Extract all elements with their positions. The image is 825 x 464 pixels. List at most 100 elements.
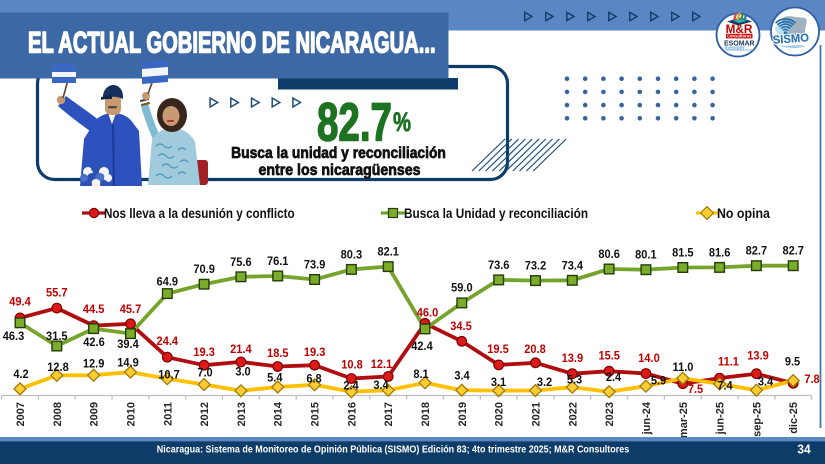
svg-text:2011: 2011	[162, 402, 174, 426]
svg-text:5.3: 5.3	[567, 374, 582, 386]
svg-text:2017: 2017	[383, 402, 395, 426]
svg-text:mar-25: mar-25	[678, 402, 690, 438]
svg-text:2014: 2014	[273, 401, 285, 426]
svg-text:dic-25: dic-25	[788, 402, 800, 434]
svg-text:82.1: 82.1	[377, 246, 399, 258]
svg-text:24.4: 24.4	[157, 336, 179, 348]
svg-text:18.5: 18.5	[267, 348, 289, 360]
svg-text:Nicaragua: Sistema de Monitore: Nicaragua: Sistema de Monitoreo de Opini…	[157, 444, 630, 456]
svg-text:sep-25: sep-25	[751, 402, 763, 437]
svg-text:2018: 2018	[420, 402, 432, 426]
svg-text:42.4: 42.4	[411, 341, 433, 353]
svg-text:5.9: 5.9	[651, 375, 666, 387]
svg-text:12.9: 12.9	[83, 358, 104, 370]
svg-text:70.9: 70.9	[193, 264, 214, 276]
svg-text:8.1: 8.1	[413, 369, 429, 381]
svg-text:13.9: 13.9	[747, 350, 768, 362]
svg-text:7.4: 7.4	[717, 380, 733, 392]
svg-text:49.4: 49.4	[9, 296, 31, 308]
svg-text:82.7: 82.7	[782, 245, 803, 257]
svg-text:ESOMAR: ESOMAR	[724, 39, 755, 47]
svg-text:EL ACTUAL GOBIERNO DE NICARAGU: EL ACTUAL GOBIERNO DE NICARAGUA...	[28, 27, 436, 60]
svg-text:6.8: 6.8	[306, 373, 322, 385]
svg-text:46.0: 46.0	[417, 307, 438, 319]
svg-text:2.4: 2.4	[343, 380, 359, 392]
svg-text:34: 34	[797, 442, 810, 456]
svg-text:3.0: 3.0	[235, 366, 250, 378]
svg-text:7.0: 7.0	[197, 367, 212, 379]
svg-text:80.1: 80.1	[635, 249, 657, 261]
svg-text:80.3: 80.3	[341, 249, 362, 261]
svg-text:59.0: 59.0	[451, 282, 472, 294]
svg-text:80.6: 80.6	[598, 249, 619, 261]
svg-text:2008: 2008	[52, 402, 64, 426]
svg-text:45.7: 45.7	[120, 304, 141, 316]
svg-text:14.9: 14.9	[117, 357, 138, 369]
svg-text:81.6: 81.6	[709, 247, 730, 259]
svg-text:2010: 2010	[126, 402, 138, 426]
svg-text:15.5: 15.5	[598, 350, 620, 362]
svg-text:3.2: 3.2	[537, 377, 552, 389]
svg-text:14.0: 14.0	[638, 353, 659, 365]
svg-text:2.4: 2.4	[606, 372, 622, 384]
svg-text:46.3: 46.3	[3, 331, 24, 343]
svg-text:3.1: 3.1	[491, 377, 507, 389]
svg-text:member: member	[724, 45, 746, 51]
svg-text:11.1: 11.1	[718, 356, 739, 368]
svg-text:jun-24: jun-24	[641, 401, 653, 435]
svg-text:2007: 2007	[15, 402, 27, 426]
svg-text:2013: 2013	[236, 402, 248, 426]
svg-text:Consultores: Consultores	[727, 34, 752, 39]
svg-text:2015: 2015	[310, 402, 322, 426]
svg-text:2020: 2020	[494, 402, 506, 426]
svg-text:73.4: 73.4	[562, 260, 584, 272]
svg-text:44.5: 44.5	[83, 304, 105, 316]
svg-text:75.6: 75.6	[230, 256, 251, 268]
svg-text:2019: 2019	[457, 402, 469, 426]
svg-text:jun-25: jun-25	[715, 402, 727, 435]
svg-text:2022: 2022	[567, 402, 579, 426]
svg-text:73.2: 73.2	[525, 260, 546, 272]
svg-text:9.5: 9.5	[785, 356, 801, 368]
svg-text:12.1: 12.1	[371, 359, 393, 371]
svg-text:73.9: 73.9	[304, 259, 325, 271]
svg-text:%: %	[393, 107, 411, 138]
svg-text:31.5: 31.5	[46, 331, 68, 343]
svg-text:11.0: 11.0	[673, 362, 694, 374]
svg-text:55.7: 55.7	[46, 287, 67, 299]
svg-text:2009: 2009	[89, 402, 101, 426]
svg-text:76.1: 76.1	[267, 256, 289, 268]
svg-text:No opina: No opina	[717, 205, 771, 221]
svg-text:12.8: 12.8	[47, 362, 69, 374]
svg-text:3.4: 3.4	[373, 380, 389, 392]
svg-text:10.7: 10.7	[158, 369, 179, 381]
svg-text:2016: 2016	[346, 402, 358, 426]
svg-text:39.4: 39.4	[117, 339, 139, 351]
svg-text:2023: 2023	[604, 402, 616, 426]
svg-text:3.4: 3.4	[454, 370, 470, 382]
svg-text:SISMO: SISMO	[772, 32, 809, 47]
svg-text:5.4: 5.4	[267, 372, 283, 384]
svg-text:21.4: 21.4	[230, 344, 252, 356]
svg-text:19.3: 19.3	[193, 347, 214, 359]
svg-text:2021: 2021	[531, 402, 543, 426]
svg-text:34.5: 34.5	[450, 321, 472, 333]
svg-text:20.8: 20.8	[524, 344, 546, 356]
svg-text:3.4: 3.4	[758, 376, 774, 388]
svg-text:7.8: 7.8	[804, 374, 820, 386]
svg-text:42.6: 42.6	[83, 337, 104, 349]
svg-text:Busca la unidad y reconciliaci: Busca la unidad y reconciliación	[231, 145, 446, 162]
svg-text:73.6: 73.6	[488, 260, 509, 272]
svg-text:19.5: 19.5	[487, 344, 509, 356]
svg-text:19.3: 19.3	[304, 347, 325, 359]
svg-text:Busca la Unidad y reconciliaci: Busca la Unidad y reconciliación	[404, 205, 588, 221]
svg-text:M&R: M&R	[726, 23, 753, 36]
svg-text:7.5: 7.5	[688, 384, 704, 396]
svg-text:13.9: 13.9	[562, 353, 583, 365]
svg-text:Nos lleva a la desunión y conf: Nos lleva a la desunión y conflicto	[104, 205, 295, 221]
svg-text:entre los nicaragüenses: entre los nicaragüenses	[259, 162, 421, 179]
svg-text:82.7: 82.7	[746, 245, 767, 257]
svg-text:10.8: 10.8	[341, 359, 363, 371]
svg-text:4.2: 4.2	[13, 369, 28, 381]
svg-text:64.9: 64.9	[157, 276, 178, 288]
